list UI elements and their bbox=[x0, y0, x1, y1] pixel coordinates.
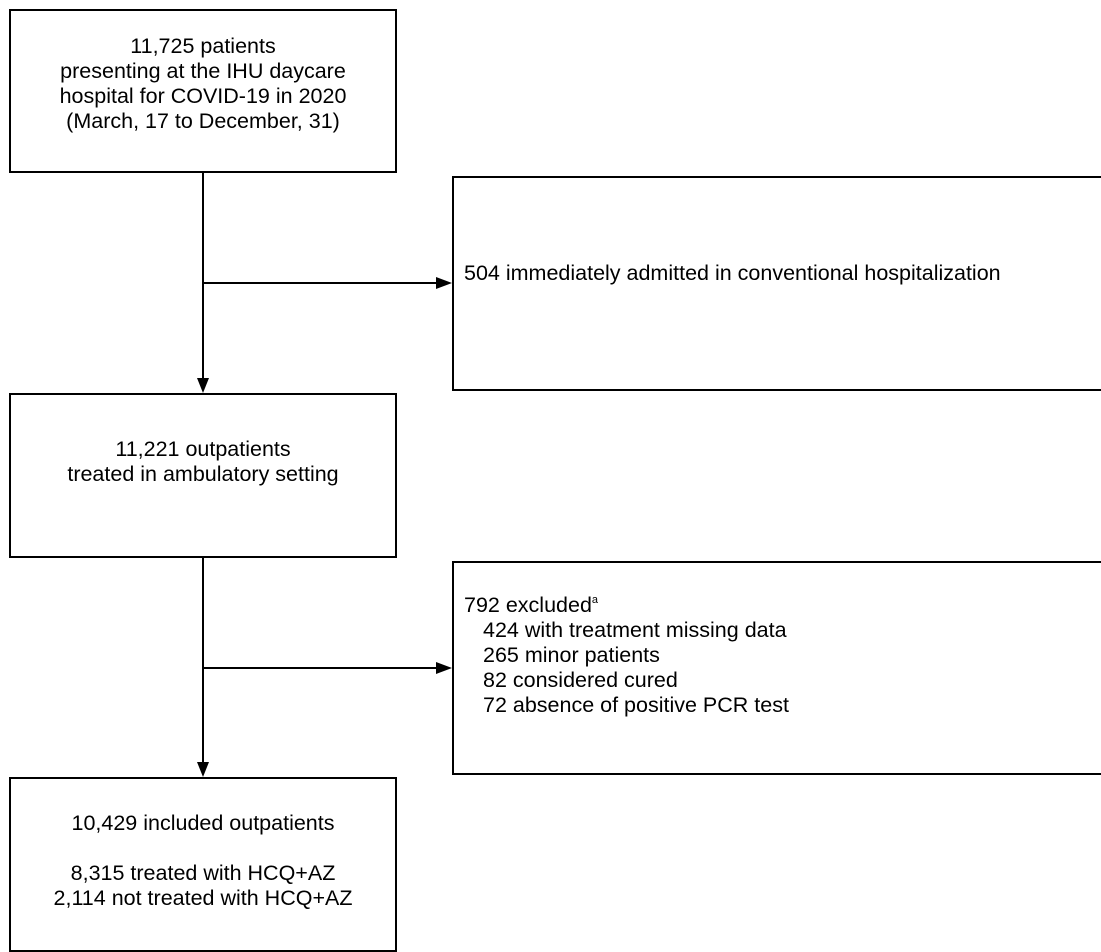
arrowhead-admitted bbox=[436, 277, 452, 289]
initial-cohort-text: 11,725 patients presenting at the IHU da… bbox=[11, 11, 395, 134]
initial-line-1: 11,725 patients bbox=[130, 34, 276, 58]
admitted-text: 504 immediately admitted in conventional… bbox=[464, 261, 1001, 285]
included-line-1: 8,315 treated with HCQ+AZ bbox=[70, 861, 336, 885]
arrowhead-excluded bbox=[436, 662, 452, 674]
excluded-item: 265 minor patients bbox=[483, 643, 660, 667]
included-title: 10,429 included outpatients bbox=[71, 811, 335, 835]
outpatients-line-1: 11,221 outpatients bbox=[115, 437, 291, 461]
excluded-item: 424 with treatment missing data bbox=[483, 618, 787, 642]
included-text: 10,429 included outpatients 8,315 treate… bbox=[11, 779, 395, 911]
initial-line-4: (March, 17 to December, 31) bbox=[66, 109, 340, 133]
excluded-text: 792 excludeda 424 with treatment missing… bbox=[464, 593, 789, 718]
outpatients-line-2: treated in ambulatory setting bbox=[67, 462, 339, 486]
included-line-2: 2,114 not treated with HCQ+AZ bbox=[53, 886, 353, 910]
initial-line-2: presenting at the IHU daycare bbox=[60, 59, 346, 83]
excluded-box: 792 excludeda 424 with treatment missing… bbox=[452, 561, 1101, 775]
arrowhead-outpatients bbox=[197, 378, 209, 393]
initial-line-3: hospital for COVID-19 in 2020 bbox=[59, 84, 347, 108]
excluded-item: 72 absence of positive PCR test bbox=[483, 693, 789, 717]
outpatients-text: 11,221 outpatients treated in ambulatory… bbox=[11, 395, 395, 487]
excluded-item: 82 considered cured bbox=[483, 668, 678, 692]
outpatients-box: 11,221 outpatients treated in ambulatory… bbox=[9, 393, 397, 558]
arrowhead-included bbox=[197, 762, 209, 777]
excluded-title-text: 792 excluded bbox=[464, 593, 592, 617]
admitted-box: 504 immediately admitted in conventional… bbox=[452, 176, 1101, 391]
initial-cohort-box: 11,725 patients presenting at the IHU da… bbox=[9, 9, 397, 173]
included-box: 10,429 included outpatients 8,315 treate… bbox=[9, 777, 397, 952]
excluded-title: 792 excludeda bbox=[464, 593, 789, 618]
footnote-mark: a bbox=[591, 594, 599, 606]
